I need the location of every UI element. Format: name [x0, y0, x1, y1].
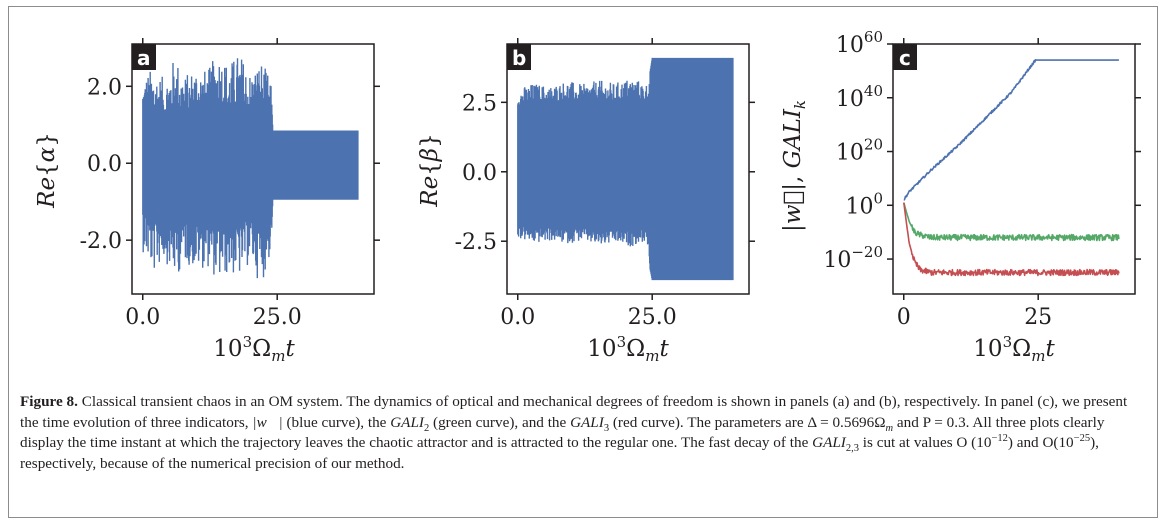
panel-b-badge-label: b — [512, 46, 526, 70]
y-tick-label: -2.5 — [455, 230, 497, 255]
panel-a-badge-label: a — [137, 46, 151, 70]
y-tick-label: 1040 — [836, 82, 883, 112]
series-w-norm — [903, 59, 1120, 201]
y-tick-label: 1020 — [836, 136, 883, 166]
y-tick-label: 2.0 — [87, 75, 122, 100]
caption-sub-2: 2 — [423, 422, 430, 434]
caption-text-6: is cut at values O (10 — [858, 434, 992, 451]
caption-text-8: ), respectively, because of the numerica… — [20, 434, 1099, 472]
x-tick-label: 0 — [897, 305, 911, 330]
caption-label: Figure 8. — [20, 393, 78, 410]
caption-text-2: (blue curve), the — [282, 413, 391, 431]
series-oscillation — [142, 58, 359, 279]
caption-text-7: ) and O(10 — [1007, 434, 1074, 451]
panel-c-xlabel: 103Ωmt — [973, 333, 1055, 365]
panel-b-ylabel: Re{β} — [417, 133, 443, 208]
caption-sub-3: 3 — [603, 422, 610, 434]
series-gali3 — [903, 202, 1120, 277]
y-tick-label: -2.0 — [80, 229, 122, 254]
panel-a-ylabel: Re{α} — [34, 132, 60, 209]
panel-c-ylabel: |w⃗|, GALIk — [780, 100, 809, 232]
caption-sup-25: −25 — [1073, 432, 1091, 444]
figure-caption: Figure 8. Classical transient chaos in a… — [20, 392, 1146, 474]
caption-sub-23: 2,3 — [845, 443, 859, 455]
caption-sub-m: m — [885, 422, 894, 434]
panel-c: 0 25 10−20 100 1020 1040 1060 c |w⃗|, GALIk 10… — [780, 28, 1141, 365]
caption-text-3: (green curve), and the — [429, 413, 571, 431]
panel-c-data — [903, 59, 1120, 277]
panel-b-axes — [506, 43, 750, 295]
panel-c-badge — [893, 44, 917, 70]
series-oscillation — [517, 57, 734, 281]
x-tick-label: 25.0 — [253, 305, 302, 330]
x-tick-label: 25 — [1024, 305, 1052, 330]
panel-a-data — [142, 58, 359, 279]
panel-b-xlabel: 103Ωmt — [587, 333, 669, 365]
caption-gali-3: GALI — [570, 413, 604, 431]
panel-a-axes — [131, 43, 375, 295]
y-tick-label: 0.0 — [462, 161, 497, 186]
y-tick-label: 100 — [845, 189, 883, 219]
panel-a-xlabel: 103Ωmt — [213, 333, 295, 365]
y-tick-label: 0.0 — [87, 152, 122, 177]
figure-plots: 0.0 25.0 -2.0 0.0 2.0 a Re{α} 103Ωmt 0.0 25.0… — [34, 28, 1141, 365]
caption-gali-23: GALI — [812, 434, 846, 451]
panel-a: 0.0 25.0 -2.0 0.0 2.0 a Re{α} 103Ωmt — [34, 38, 380, 365]
panel-a-badge — [132, 44, 156, 70]
y-tick-label: 2.5 — [462, 91, 497, 116]
x-tick-label: 0.0 — [500, 305, 535, 330]
caption-sup-12: −12 — [991, 432, 1008, 444]
caption-text-4: (red curve). The parameters are Δ = 0.56… — [609, 413, 886, 431]
panel-b-data — [517, 57, 734, 281]
caption-gali-2: GALI — [390, 413, 424, 431]
x-tick-label: 0.0 — [125, 305, 160, 330]
caption-text-5: and P = 0.3. All three plots clearly dis… — [20, 413, 1105, 452]
panel-a-ticks: 0.0 25.0 -2.0 0.0 2.0 — [80, 38, 380, 330]
panel-b-badge — [507, 44, 531, 70]
panel-c-axes — [892, 43, 1136, 295]
caption-w-symbol: |w⃗| — [252, 413, 283, 431]
panel-c-badge-label: c — [899, 46, 911, 70]
y-tick-label: 10−20 — [823, 243, 883, 273]
series-gali2 — [903, 202, 1120, 242]
panel-b: 0.0 25.0 -2.5 0.0 2.5 b Re{β} 103Ωmt — [417, 38, 755, 365]
panel-b-ticks: 0.0 25.0 -2.5 0.0 2.5 — [455, 38, 755, 330]
caption-text-1: Classical transient chaos in an OM syste… — [20, 393, 1128, 431]
y-tick-label: 1060 — [836, 28, 883, 58]
x-tick-label: 25.0 — [628, 305, 677, 330]
panel-c-ticks: 0 25 10−20 100 1020 1040 1060 — [823, 28, 1141, 330]
